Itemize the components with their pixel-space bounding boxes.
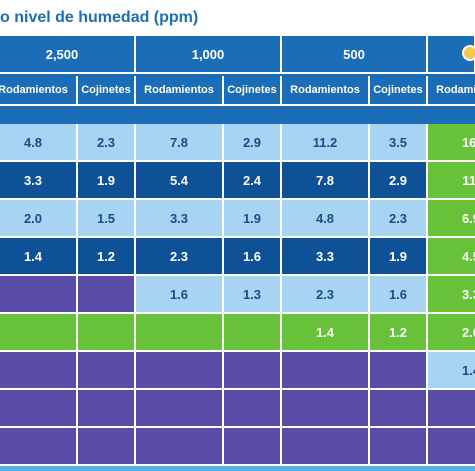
table-cell xyxy=(224,390,282,428)
table-row: 3.3 1.9 5.4 2.4 7.8 2.9 11. xyxy=(0,162,475,200)
table-cell: 1.4 xyxy=(282,314,370,352)
group-header-row: 2,500 1,000 500 xyxy=(0,36,475,74)
sub-header-cojinetes-2: Cojinetes xyxy=(224,76,282,106)
table-cell: 1.4 xyxy=(428,352,475,390)
sub-header-cojinetes-3: Cojinetes xyxy=(370,76,428,106)
table-cell: 1.2 xyxy=(370,314,428,352)
group-header-2500: 2,500 xyxy=(0,36,136,74)
table-cell: 4.8 xyxy=(282,200,370,238)
table-cell: 1.3 xyxy=(224,276,282,314)
table-cell: 5.4 xyxy=(136,162,224,200)
sub-header-rodamientos-1: Rodamientos xyxy=(0,76,78,106)
sub-header-rodamientos-3: Rodamientos xyxy=(282,76,370,106)
table-cell xyxy=(78,276,136,314)
table-cell: 3.5 xyxy=(370,124,428,162)
table-cell: 1.9 xyxy=(78,162,136,200)
table-cell: 2.0 xyxy=(428,314,475,352)
table-cell: 11.2 xyxy=(282,124,370,162)
table-cell: 2.9 xyxy=(224,124,282,162)
table-cell xyxy=(78,428,136,466)
table-cell: 2.3 xyxy=(370,200,428,238)
table-cell xyxy=(0,390,78,428)
sub-header-rodamientos-2: Rodamientos xyxy=(136,76,224,106)
table-cell xyxy=(136,390,224,428)
table-cell: 1.5 xyxy=(78,200,136,238)
circle-badge-icon xyxy=(462,45,475,61)
table-cell: 2.0 xyxy=(0,200,78,238)
sub-header-cojinetes-1: Cojinetes xyxy=(78,76,136,106)
bottom-strip xyxy=(0,466,475,471)
humidity-table: 2,500 1,000 500 Rodamientos Cojinetes Ro… xyxy=(0,36,475,471)
table-cell: 7.8 xyxy=(282,162,370,200)
table-cell xyxy=(428,428,475,466)
table-row: 4.8 2.3 7.8 2.9 11.2 3.5 16. xyxy=(0,124,475,162)
table-cell: 1.6 xyxy=(370,276,428,314)
table-row: 1.4 1.2 2.3 1.6 3.3 1.9 4.5 xyxy=(0,238,475,276)
page-title: o nivel de humedad (ppm) xyxy=(0,9,199,26)
table-row: 1.4 1.2 2.0 xyxy=(0,314,475,352)
table-cell: 1.9 xyxy=(224,200,282,238)
table-cell: 2.3 xyxy=(282,276,370,314)
table-cell xyxy=(282,428,370,466)
table-cell xyxy=(370,352,428,390)
table-row: 1.6 1.3 2.3 1.6 3.3 xyxy=(0,276,475,314)
table-cell: 3.3 xyxy=(282,238,370,276)
table-cell xyxy=(78,352,136,390)
group-header-1000: 1,000 xyxy=(136,36,282,74)
table-cell xyxy=(136,352,224,390)
table-cell: 1.6 xyxy=(136,276,224,314)
group-header-500: 500 xyxy=(282,36,428,74)
table-cell: 4.8 xyxy=(0,124,78,162)
table-cell xyxy=(0,276,78,314)
table-cell: 2.9 xyxy=(370,162,428,200)
table-cell: 6.9 xyxy=(428,200,475,238)
table-cell xyxy=(78,390,136,428)
table-row: 2.0 1.5 3.3 1.9 4.8 2.3 6.9 xyxy=(0,200,475,238)
table-cell xyxy=(0,428,78,466)
table-cell xyxy=(0,314,78,352)
table-cell xyxy=(282,352,370,390)
table-cell xyxy=(428,390,475,428)
table-cell: 2.3 xyxy=(78,124,136,162)
table-row: 1.4 xyxy=(0,352,475,390)
table-cell: 2.3 xyxy=(136,238,224,276)
table-row xyxy=(0,428,475,466)
table-cell: 3.3 xyxy=(428,276,475,314)
table-cell xyxy=(78,314,136,352)
table-cell: 16. xyxy=(428,124,475,162)
table-cell xyxy=(224,352,282,390)
table-cell xyxy=(0,352,78,390)
sub-header-row: Rodamientos Cojinetes Rodamientos Cojine… xyxy=(0,76,475,106)
table-cell: 1.9 xyxy=(370,238,428,276)
table-cell: 2.4 xyxy=(224,162,282,200)
table-row xyxy=(0,390,475,428)
table-cell: 1.6 xyxy=(224,238,282,276)
table-cell: 7.8 xyxy=(136,124,224,162)
table-cell xyxy=(224,314,282,352)
table-cell xyxy=(224,428,282,466)
sub-header-rodamientos-4: Rodamientos xyxy=(428,76,475,106)
table-cell xyxy=(282,390,370,428)
table-cell xyxy=(370,390,428,428)
table-cell: 1.4 xyxy=(0,238,78,276)
table-cell: 3.3 xyxy=(136,200,224,238)
table-cell xyxy=(370,428,428,466)
table-cell xyxy=(136,314,224,352)
table-cell: 4.5 xyxy=(428,238,475,276)
table-cell xyxy=(136,428,224,466)
table-cell: 1.2 xyxy=(78,238,136,276)
table-cell: 3.3 xyxy=(0,162,78,200)
table-cell: 11. xyxy=(428,162,475,200)
